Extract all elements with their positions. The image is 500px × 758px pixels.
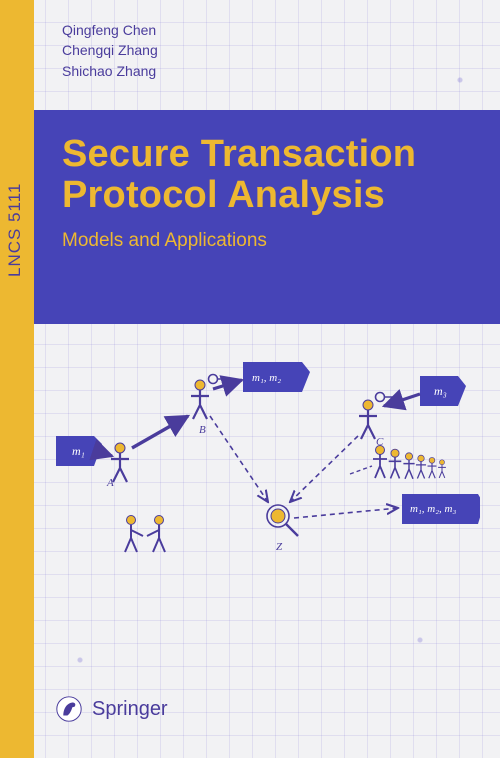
msg-m3-label: m₃	[434, 384, 447, 398]
edges	[100, 380, 420, 518]
diagram-svg: m₁ A B m₁, m₂	[50, 344, 480, 579]
handshake-pair	[125, 516, 165, 553]
author-2: Chengqi Zhang	[62, 40, 158, 60]
msg-box-m1m2: m₁, m₂	[243, 362, 310, 392]
msg-m1m2-label: m₁, m₂	[252, 372, 281, 384]
publisher: Springer	[56, 696, 168, 722]
msg-m1m2m3-label: m₁, m₂, m₃	[410, 503, 456, 515]
protocol-diagram: m₁ A B m₁, m₂	[50, 344, 480, 579]
title-line-1: Secure Transaction	[62, 134, 472, 175]
title-block: Secure Transaction Protocol Analysis Mod…	[34, 110, 500, 324]
msg-box-m1: m₁	[56, 436, 102, 466]
node-A: A	[106, 443, 129, 489]
msg-box-m1m2m3: m₁, m₂, m₃	[402, 494, 480, 524]
msg-m1-label: m₁	[72, 444, 85, 458]
people-queue	[373, 446, 446, 479]
node-C: C	[359, 393, 400, 449]
author-list: Qingfeng Chen Chengqi Zhang Shichao Zhan…	[62, 20, 158, 81]
springer-horse-icon	[56, 696, 82, 722]
node-B-label: B	[199, 424, 206, 436]
author-3: Shichao Zhang	[62, 61, 158, 81]
spine-label: LNCS 5111	[5, 107, 25, 277]
spine-strip: LNCS 5111	[0, 0, 34, 758]
msg-box-m3: m₃	[420, 376, 466, 406]
subtitle: Models and Applications	[62, 230, 472, 252]
node-Z: Z	[267, 505, 298, 553]
node-A-label: A	[106, 477, 114, 489]
author-1: Qingfeng Chen	[62, 20, 158, 40]
book-cover: LNCS 5111 Qingfeng Chen Chengqi Zhang Sh…	[0, 0, 500, 758]
node-Z-label: Z	[276, 541, 283, 553]
title-line-2: Protocol Analysis	[62, 175, 472, 216]
publisher-name: Springer	[92, 698, 168, 721]
